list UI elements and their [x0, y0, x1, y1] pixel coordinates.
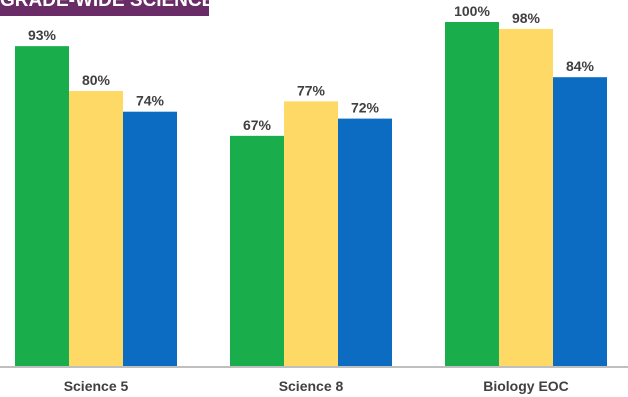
bars-layer	[15, 22, 607, 368]
category-label: Science 8	[279, 378, 344, 394]
data-label: 72%	[351, 100, 380, 116]
data-label: 93%	[28, 27, 57, 43]
bar-science-5-series-3	[123, 111, 177, 367]
chart-title: GRADE-WIDE SCIENCE	[0, 0, 209, 11]
category-label: Biology EOC	[483, 378, 569, 394]
bar-science-8-series-2	[284, 101, 338, 367]
bar-biology-eoc-series-1	[445, 22, 499, 367]
bar-science-8-series-1	[230, 135, 284, 367]
bar-science-5-series-1	[15, 46, 69, 368]
data-label: 67%	[243, 117, 272, 133]
data-label: 98%	[512, 10, 541, 26]
data-label: 74%	[136, 93, 165, 109]
bar-science-5-series-2	[69, 91, 123, 367]
chart-title-banner: GRADE-WIDE SCIENCE	[0, 0, 209, 16]
bar-science-8-series-3	[338, 118, 392, 367]
data-label: 77%	[297, 82, 326, 98]
data-label: 100%	[454, 3, 490, 19]
bar-biology-eoc-series-3	[553, 77, 607, 367]
data-label: 84%	[566, 58, 595, 74]
category-label: Science 5	[64, 378, 129, 394]
data-label: 80%	[82, 72, 111, 88]
bar-biology-eoc-series-2	[499, 28, 553, 368]
labels-layer: 93% 80% 74% Science 5 67% 77% 72% Science 8 100%…	[28, 3, 595, 394]
